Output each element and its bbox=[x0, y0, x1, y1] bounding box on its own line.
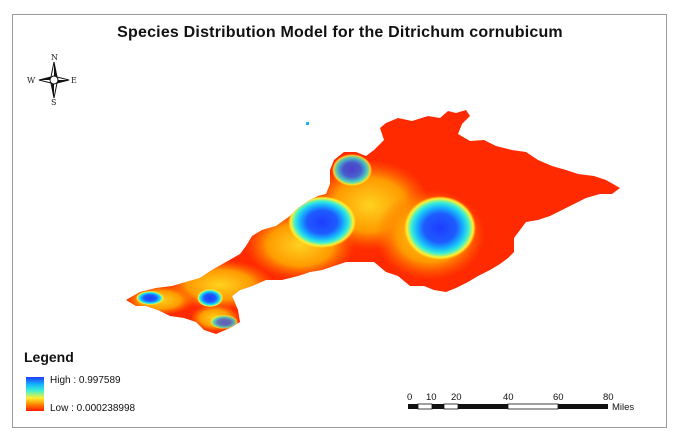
north-arrow-icon: N S W E bbox=[27, 53, 77, 107]
legend-color-ramp bbox=[26, 377, 44, 411]
legend-low-label: Low : 0.000238998 bbox=[50, 403, 136, 414]
scale-tick-0: 0 bbox=[407, 392, 412, 403]
legend-title: Legend bbox=[24, 349, 74, 365]
scale-tick-10: 10 bbox=[426, 392, 437, 403]
scale-unit: Miles bbox=[612, 402, 634, 413]
map-title: Species Distribution Model for the Ditri… bbox=[117, 24, 563, 41]
legend-high-label: High : 0.997589 bbox=[50, 375, 121, 386]
scale-tick-20: 20 bbox=[451, 392, 462, 403]
scale-bar: 0 10 20 40 60 80 Miles bbox=[407, 392, 634, 413]
scale-tick-80: 80 bbox=[603, 392, 614, 403]
landmass bbox=[126, 110, 620, 334]
scale-segments bbox=[408, 403, 608, 410]
compass-south-label: S bbox=[51, 98, 56, 107]
compass-west-label: W bbox=[27, 76, 36, 85]
scale-tick-40: 40 bbox=[503, 392, 514, 403]
compass-north-label: N bbox=[51, 53, 58, 62]
compass-east-label: E bbox=[71, 76, 77, 85]
scale-tick-60: 60 bbox=[553, 392, 564, 403]
